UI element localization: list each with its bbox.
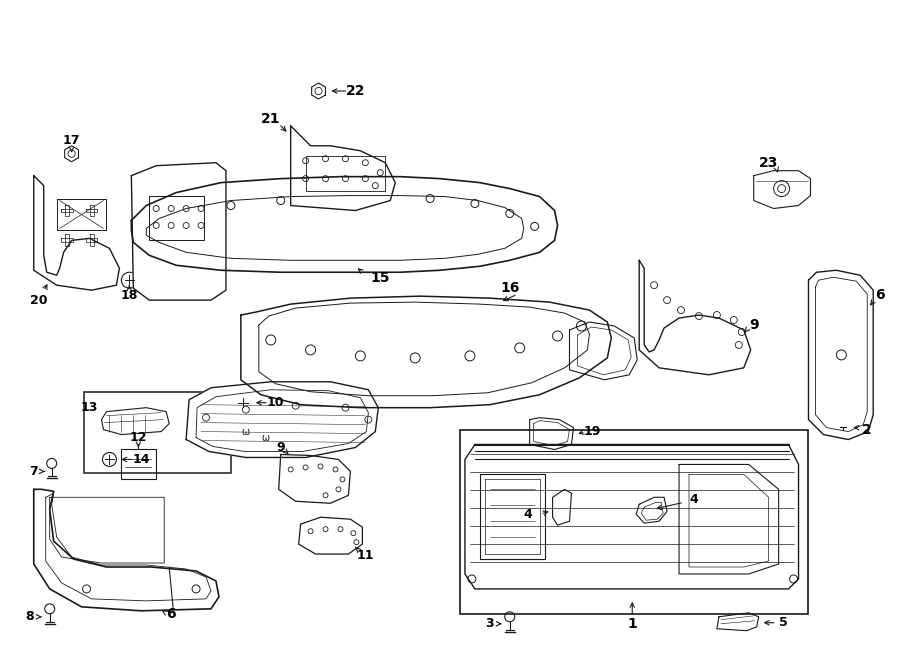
Polygon shape [465,444,798,589]
Text: 15: 15 [371,271,390,285]
Text: 3: 3 [485,617,494,630]
Text: 22: 22 [346,84,365,98]
Text: 20: 20 [30,293,48,307]
Bar [84,392,231,473]
Text: 13: 13 [81,401,98,414]
Text: 21: 21 [261,112,281,126]
Text: 7: 7 [30,465,38,478]
Polygon shape [299,517,363,554]
Polygon shape [753,171,811,208]
Text: 6: 6 [166,607,176,621]
Bar [149,196,204,241]
Text: 12: 12 [130,431,147,444]
Text: 4: 4 [523,508,532,521]
Text: ω: ω [242,426,250,436]
Text: 4: 4 [689,493,698,506]
Text: 10: 10 [267,396,284,409]
Text: 1: 1 [627,617,637,631]
Polygon shape [279,455,350,503]
Text: 19: 19 [584,425,601,438]
Text: ω: ω [262,432,270,443]
Text: 17: 17 [63,134,80,147]
Text: 23: 23 [759,156,778,170]
Polygon shape [34,489,219,611]
Text: 6: 6 [876,288,885,302]
Polygon shape [291,126,395,210]
Text: 14: 14 [132,453,150,466]
Polygon shape [241,296,611,408]
Text: 8: 8 [25,610,34,623]
Bar [122,449,157,479]
Text: 9: 9 [749,318,759,332]
Polygon shape [639,260,751,375]
Polygon shape [131,176,557,272]
Text: 5: 5 [779,616,788,629]
Text: 18: 18 [121,289,138,301]
Bar [460,430,808,614]
Text: 16: 16 [500,281,519,295]
Polygon shape [34,176,120,290]
Polygon shape [808,270,873,440]
Text: 11: 11 [356,549,374,562]
Polygon shape [131,163,226,300]
Bar [306,156,385,190]
Text: 9: 9 [276,441,285,454]
Polygon shape [186,382,378,457]
Text: 2: 2 [862,422,872,436]
